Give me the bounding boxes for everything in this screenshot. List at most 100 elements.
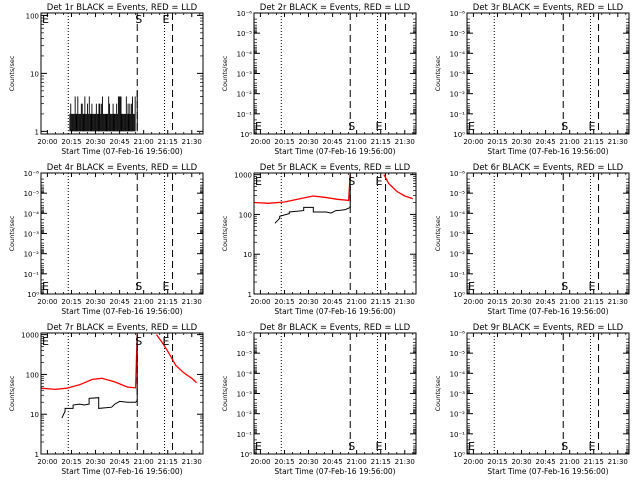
x-tick-label: 21:30 bbox=[395, 138, 415, 146]
y-tick-label: 10⁻⁶ bbox=[450, 170, 466, 178]
marker-label-e: E bbox=[376, 440, 383, 453]
x-tick-label: 21:15 bbox=[584, 298, 604, 306]
x-tick-label: 21:30 bbox=[608, 458, 628, 466]
y-tick-label: 10⁻⁶ bbox=[450, 330, 466, 338]
panel-title: Det 6r BLACK = Events, RED = LLD bbox=[473, 163, 624, 173]
y-axis-label: Counts/sec bbox=[434, 215, 442, 251]
x-tick-label: 20:00 bbox=[37, 298, 57, 306]
y-tick-label: 10⁻³ bbox=[450, 391, 466, 399]
marker-label-e: E bbox=[589, 280, 596, 293]
x-tick-label: 20:45 bbox=[110, 138, 130, 146]
panel-det-6: Det 6r BLACK = Events, RED = LLD Counts/s… bbox=[434, 163, 630, 316]
x-tick-label: 21:15 bbox=[158, 298, 178, 306]
marker-label-s: S bbox=[561, 280, 568, 293]
marker-label-e: E bbox=[376, 120, 383, 133]
x-tick-label: 20:00 bbox=[37, 458, 57, 466]
panel-det-1: Det 1r BLACK = Events, RED = LLD Counts/s… bbox=[8, 3, 204, 156]
y-tick-label: 10⁻¹ bbox=[237, 111, 253, 119]
y-axis-label: Counts/sec bbox=[221, 375, 229, 411]
y-tick-label: 10⁻² bbox=[450, 251, 466, 259]
y-tick-label: 10⁻³ bbox=[237, 391, 253, 399]
y-tick-label: 10⁻³ bbox=[450, 231, 466, 239]
marker-label-s: S bbox=[561, 120, 568, 133]
x-tick-label: 21:15 bbox=[371, 138, 391, 146]
panel-det-8: Det 8r BLACK = Events, RED = LLD Counts/s… bbox=[221, 323, 417, 476]
x-tick-label: 20:15 bbox=[487, 138, 507, 146]
panel-title: Det 2r BLACK = Events, RED = LLD bbox=[260, 3, 411, 13]
panel-title: Det 1r BLACK = Events, RED = LLD bbox=[47, 3, 198, 13]
series-line-lld bbox=[155, 334, 198, 384]
marker-label-e: E bbox=[468, 280, 475, 293]
marker-label-e: E bbox=[589, 440, 596, 453]
x-tick-label: 21:30 bbox=[182, 138, 202, 146]
y-tick-label: 10⁻⁵ bbox=[450, 350, 466, 358]
plot-frame bbox=[40, 332, 204, 455]
x-tick-label: 20:30 bbox=[298, 298, 318, 306]
panel-title: Det 7r BLACK = Events, RED = LLD bbox=[47, 323, 198, 333]
x-tick-label: 21:00 bbox=[560, 138, 580, 146]
x-tick-label: 20:30 bbox=[511, 298, 531, 306]
series-line-lld bbox=[41, 334, 138, 391]
x-tick-label: 21:00 bbox=[347, 298, 367, 306]
y-tick-label: 10⁰ bbox=[240, 131, 252, 139]
x-axis-label: Start Time (07-Feb-16 19:56:00) bbox=[274, 307, 395, 316]
marker-label-e: E bbox=[589, 120, 596, 133]
y-tick-label: 10⁻¹ bbox=[237, 431, 253, 439]
y-tick-label: 10⁻⁴ bbox=[237, 370, 253, 378]
x-tick-label: 20:45 bbox=[536, 138, 556, 146]
marker-label-e: E bbox=[255, 120, 262, 133]
y-tick-label: 100 bbox=[26, 371, 39, 379]
panel-det-3: Det 3r BLACK = Events, RED = LLD Counts/s… bbox=[434, 3, 630, 156]
x-tick-label: 21:15 bbox=[371, 458, 391, 466]
x-tick-label: 21:30 bbox=[608, 298, 628, 306]
y-tick-label: 10⁻³ bbox=[450, 71, 466, 79]
x-axis-label: Start Time (07-Feb-16 19:56:00) bbox=[274, 147, 395, 156]
marker-label-e: E bbox=[255, 440, 262, 453]
x-tick-label: 21:15 bbox=[158, 458, 178, 466]
panel-title: Det 8r BLACK = Events, RED = LLD bbox=[260, 323, 411, 333]
series-line-events bbox=[61, 334, 138, 419]
y-tick-label: 10⁻⁶ bbox=[237, 10, 253, 18]
plot-frame bbox=[253, 332, 417, 455]
panel-title: Det 9r BLACK = Events, RED = LLD bbox=[473, 323, 624, 333]
y-tick-label: 10⁻¹ bbox=[450, 431, 466, 439]
y-tick-label: 10⁰ bbox=[453, 131, 465, 139]
y-tick-label: 10⁻⁵ bbox=[450, 190, 466, 198]
x-tick-label: 20:15 bbox=[274, 138, 294, 146]
y-axis-label: Counts/sec bbox=[8, 375, 16, 411]
marker-label-e: E bbox=[163, 280, 170, 293]
y-tick-label: 10⁻⁴ bbox=[24, 210, 40, 218]
x-axis-label: Start Time (07-Feb-16 19:56:00) bbox=[61, 147, 182, 156]
marker-label-e: E bbox=[468, 440, 475, 453]
x-tick-label: 20:45 bbox=[536, 458, 556, 466]
panel-det-7: Det 7r BLACK = Events, RED = LLD Counts/s… bbox=[8, 323, 204, 476]
x-tick-label: 20:00 bbox=[250, 138, 270, 146]
x-tick-label: 20:30 bbox=[298, 458, 318, 466]
y-tick-label: 10⁻⁵ bbox=[237, 350, 253, 358]
marker-label-e: E bbox=[376, 175, 383, 188]
x-tick-label: 21:00 bbox=[134, 138, 154, 146]
x-tick-label: 20:15 bbox=[61, 138, 81, 146]
x-tick-label: 21:15 bbox=[584, 458, 604, 466]
y-tick-label: 10⁻⁴ bbox=[237, 50, 253, 58]
x-tick-label: 20:15 bbox=[274, 458, 294, 466]
x-tick-label: 20:30 bbox=[85, 138, 105, 146]
x-tick-label: 20:00 bbox=[463, 138, 483, 146]
x-tick-label: 20:00 bbox=[463, 458, 483, 466]
y-axis-label: Counts/sec bbox=[8, 215, 16, 251]
y-tick-label: 10 bbox=[30, 411, 39, 419]
x-tick-label: 21:00 bbox=[560, 298, 580, 306]
x-tick-label: 20:45 bbox=[323, 138, 343, 146]
marker-label-e: E bbox=[42, 335, 49, 348]
panel-det-2: Det 2r BLACK = Events, RED = LLD Counts/s… bbox=[221, 3, 417, 156]
y-tick-label: 1 bbox=[248, 291, 252, 299]
y-tick-label: 1000 bbox=[21, 332, 39, 340]
x-tick-label: 21:30 bbox=[395, 298, 415, 306]
plot-frame bbox=[253, 172, 417, 295]
marker-label-e: E bbox=[163, 335, 170, 348]
y-tick-label: 1 bbox=[35, 128, 39, 136]
marker-label-s: S bbox=[561, 440, 568, 453]
x-tick-label: 20:30 bbox=[298, 138, 318, 146]
x-tick-label: 20:00 bbox=[250, 458, 270, 466]
series-group bbox=[41, 334, 198, 419]
